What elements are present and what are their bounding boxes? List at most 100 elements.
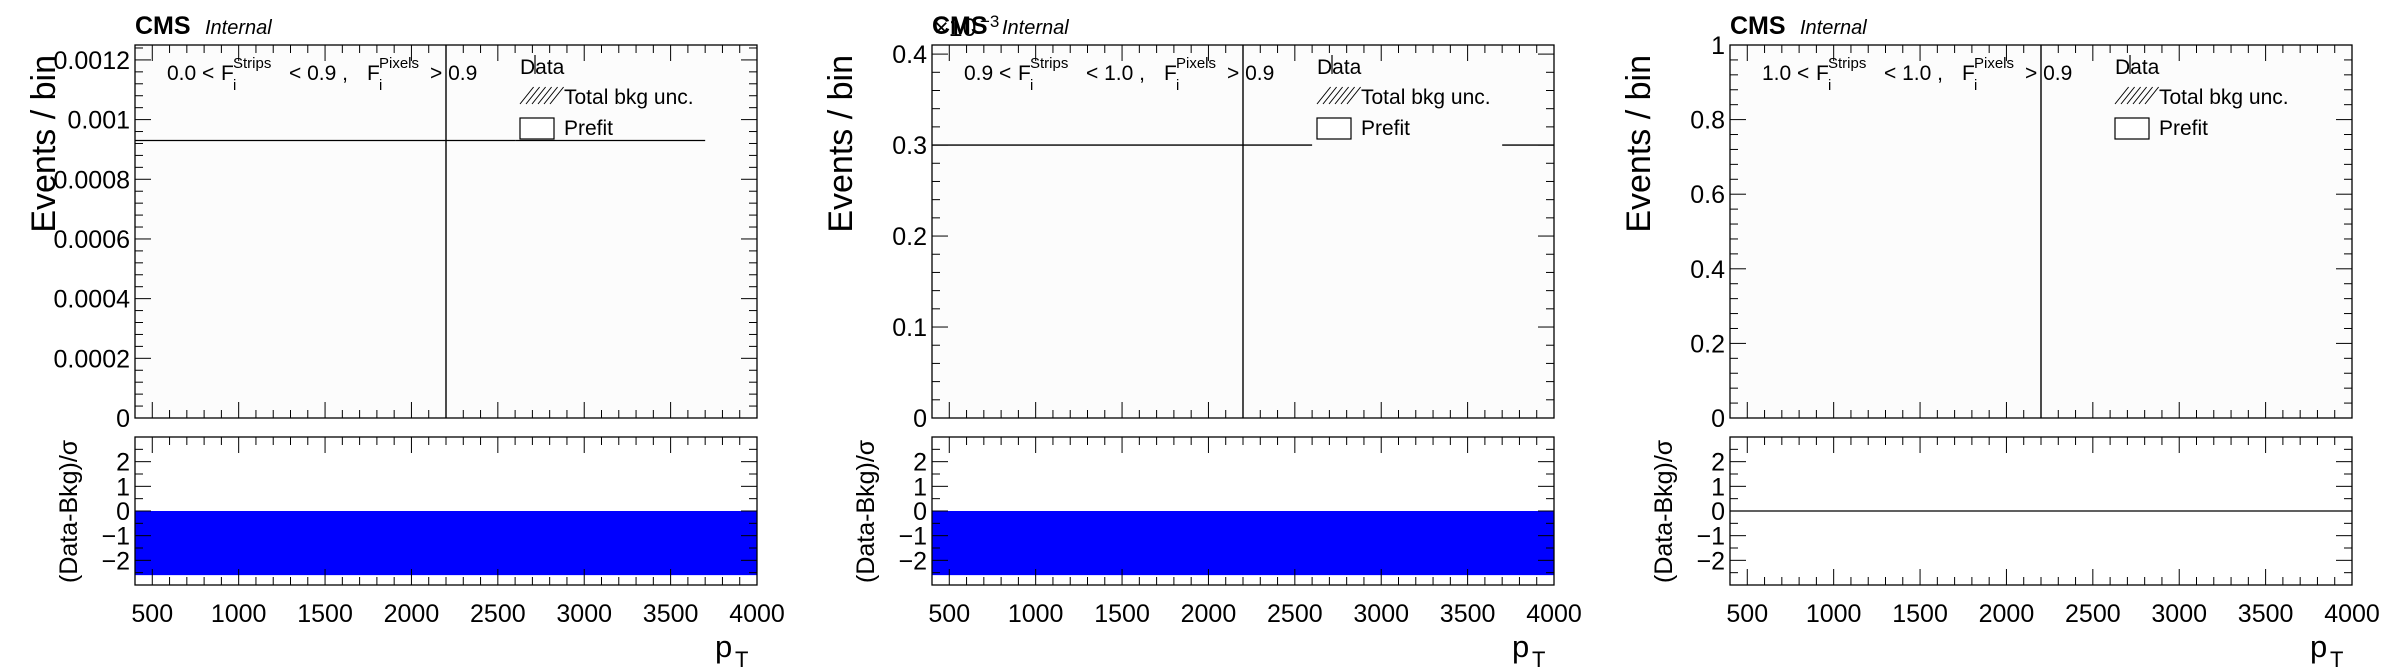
category-f-strips: F bbox=[1816, 62, 1829, 85]
legend: Data Total bkg unc. Prefit bbox=[1316, 55, 1491, 140]
legend: Data Total bkg unc. Prefit bbox=[2114, 55, 2289, 140]
y-exponent-label: ×10 bbox=[934, 14, 976, 42]
ratio-y-tick-label: −1 bbox=[101, 523, 130, 551]
x-tick-label: 1500 bbox=[297, 600, 353, 628]
legend-hatch bbox=[2132, 86, 2147, 105]
y-tick-label: 0.001 bbox=[67, 107, 130, 135]
x-tick-label: 3500 bbox=[2238, 600, 2294, 628]
legend-hatch bbox=[2126, 86, 2141, 105]
category-sup-strips: Strips bbox=[1030, 55, 1068, 72]
y-tick-label: 0.4 bbox=[892, 41, 927, 69]
category-label: 1.0 < Fi Strips < 1.0 , Fi Pixels > 0.9 bbox=[1762, 55, 2072, 94]
legend-hatch bbox=[1328, 86, 1343, 105]
x-axis-title: p bbox=[1512, 629, 1529, 664]
category-sup-pixels: Pixels bbox=[1974, 55, 2014, 72]
category-f-pixels: F bbox=[367, 62, 380, 85]
x-tick-label: 3000 bbox=[2151, 600, 2207, 628]
x-tick-label: 500 bbox=[1726, 600, 1768, 628]
category-lo: 0.9 < bbox=[964, 62, 1011, 85]
legend-prefit: Prefit bbox=[1361, 117, 1410, 140]
x-tick-label: 1000 bbox=[1806, 600, 1862, 628]
category-lo: 0.0 < bbox=[167, 62, 214, 85]
category-hi: > 0.9 bbox=[2025, 62, 2072, 85]
y-tick-label: 0.3 bbox=[892, 132, 927, 160]
legend-hatch bbox=[549, 86, 564, 105]
y-axis-title: Events / bin bbox=[822, 55, 860, 233]
ratio-y-tick-label: −2 bbox=[1696, 547, 1725, 575]
ratio-y-tick-label: −2 bbox=[101, 547, 130, 575]
legend-hatch bbox=[1322, 86, 1337, 105]
cms-label: CMS bbox=[1730, 12, 1786, 40]
legend-hatch bbox=[525, 86, 540, 105]
x-tick-label: 4000 bbox=[729, 600, 785, 628]
ratio-axis-title: (Data-Bkg)/σ bbox=[852, 439, 880, 583]
legend-unc: Total bkg unc. bbox=[2159, 86, 2289, 109]
category-f-pixels: F bbox=[1962, 62, 1975, 85]
ratio-y-tick-label: 2 bbox=[1711, 449, 1725, 477]
category-lo: 1.0 < bbox=[1762, 62, 1809, 85]
category-sup-pixels: Pixels bbox=[379, 55, 419, 72]
ratio-band bbox=[932, 511, 1554, 576]
legend-hatch bbox=[1334, 86, 1349, 105]
y-axis-title: Events / bin bbox=[25, 55, 63, 233]
y-tick-label: 0.2 bbox=[892, 223, 927, 251]
category-mid: < 1.0 , bbox=[1086, 62, 1145, 85]
panel-1: 0 0.0002 0.0004 0.0006 0.0008 0.001 0.0012 −2−1… bbox=[25, 12, 785, 672]
x-axis-title-sub: T bbox=[2330, 647, 2343, 672]
category-mid: < 0.9 , bbox=[289, 62, 348, 85]
x-tick-label: 3500 bbox=[1440, 600, 1496, 628]
ratio-y-tick-label: 2 bbox=[913, 449, 927, 477]
legend-data: Data bbox=[520, 56, 565, 79]
category-f-strips: F bbox=[221, 62, 234, 85]
legend-hatch bbox=[1316, 86, 1331, 105]
y-tick-label: 0 bbox=[116, 405, 130, 433]
legend-prefit-swatch bbox=[519, 117, 555, 140]
y-tick-label: 0.8 bbox=[1690, 107, 1725, 135]
y-tick-label: 0.0008 bbox=[54, 166, 130, 194]
x-axis-title-sub: T bbox=[735, 647, 748, 672]
legend-prefit-swatch bbox=[2114, 117, 2150, 140]
legend-prefit: Prefit bbox=[564, 117, 613, 140]
category-sub: i bbox=[1176, 77, 1179, 94]
legend-hatch bbox=[2114, 86, 2129, 105]
category-f-pixels: F bbox=[1164, 62, 1177, 85]
legend-data: Data bbox=[1317, 56, 1362, 79]
category-sub: i bbox=[1828, 77, 1831, 94]
ratio-y-tick-label: 1 bbox=[913, 473, 927, 501]
cms-sublabel: Internal bbox=[205, 17, 272, 39]
y-tick-label: 0.0002 bbox=[54, 345, 130, 373]
ratio-y-tick-label: 0 bbox=[913, 498, 927, 526]
legend-hatch bbox=[2120, 86, 2135, 105]
ratio-y-tick-label: −1 bbox=[1696, 523, 1725, 551]
legend-unc: Total bkg unc. bbox=[1361, 86, 1491, 109]
ratio-axis-title: (Data-Bkg)/σ bbox=[55, 439, 83, 583]
legend-data: Data bbox=[2115, 56, 2160, 79]
category-sub: i bbox=[1974, 77, 1977, 94]
category-label: 0.9 < Fi Strips < 1.0 , Fi Pixels > 0.9 bbox=[964, 55, 1274, 94]
legend-hatch bbox=[519, 86, 534, 105]
ratio-y-tick-label: 0 bbox=[1711, 498, 1725, 526]
x-tick-label: 3000 bbox=[1353, 600, 1409, 628]
category-sup-strips: Strips bbox=[1828, 55, 1866, 72]
legend-hatch bbox=[2138, 86, 2153, 105]
y-tick-label: 0 bbox=[1711, 405, 1725, 433]
ratio-y-tick-label: 1 bbox=[1711, 473, 1725, 501]
y-tick-label: 1 bbox=[1711, 32, 1725, 60]
cms-label: CMS bbox=[932, 12, 988, 40]
category-hi: > 0.9 bbox=[1227, 62, 1274, 85]
category-mid: < 1.0 , bbox=[1884, 62, 1943, 85]
x-tick-label: 500 bbox=[928, 600, 970, 628]
category-sub: i bbox=[1030, 77, 1033, 94]
legend-hatch bbox=[1346, 86, 1361, 105]
legend: Data Total bkg unc. Prefit bbox=[519, 55, 694, 140]
category-sub: i bbox=[379, 77, 382, 94]
x-axis-title: p bbox=[715, 629, 732, 664]
ratio-y-tick-label: 1 bbox=[116, 473, 130, 501]
legend-hatch bbox=[1340, 86, 1355, 105]
y-tick-label: 0.1 bbox=[892, 314, 927, 342]
category-sup-strips: Strips bbox=[233, 55, 271, 72]
x-axis-title: p bbox=[2310, 629, 2327, 664]
